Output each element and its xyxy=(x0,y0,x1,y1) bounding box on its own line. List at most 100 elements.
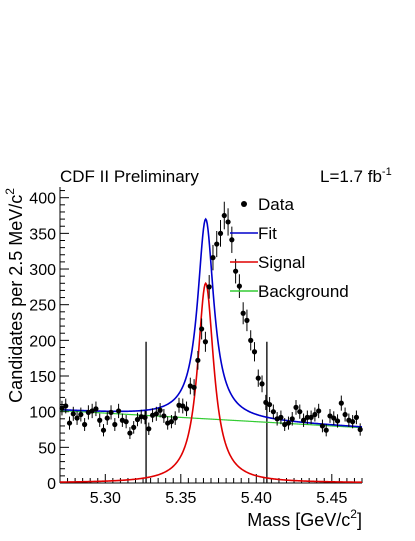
data-point xyxy=(316,403,322,419)
data-point xyxy=(161,409,167,423)
x-tick-label: 5.40 xyxy=(241,490,272,507)
data-marker xyxy=(240,310,246,316)
data-point xyxy=(142,410,148,425)
x-axis-label: Mass [GeV/c2] xyxy=(247,507,362,530)
data-point xyxy=(168,415,175,429)
data-marker xyxy=(108,409,114,415)
x-tick-label: 5.35 xyxy=(165,490,196,507)
data-point xyxy=(172,411,178,425)
data-marker xyxy=(263,399,269,406)
header-left-text: CDF II Preliminary xyxy=(60,167,199,186)
data-marker xyxy=(172,415,178,421)
data-marker xyxy=(244,317,250,323)
data-point xyxy=(157,403,163,418)
data-point xyxy=(297,404,303,419)
data-point xyxy=(244,309,250,332)
data-point xyxy=(289,412,295,426)
data-point xyxy=(327,409,333,423)
data-marker xyxy=(319,423,326,429)
data-marker xyxy=(180,403,186,409)
data-point xyxy=(338,395,344,411)
data-point xyxy=(191,379,197,396)
legend-marker xyxy=(241,201,247,207)
y-tick-label: 200 xyxy=(29,333,56,350)
data-point xyxy=(202,331,209,352)
data-marker xyxy=(131,424,137,430)
axis-ticks: 5.30 5.35 5.40 5.45 0 50 100 150 200 250 300 350 400 xyxy=(29,190,363,507)
data-marker xyxy=(278,414,284,420)
data-marker xyxy=(334,418,341,424)
data-point xyxy=(278,410,284,425)
data-marker xyxy=(168,419,175,425)
data-marker xyxy=(97,417,103,423)
data-marker xyxy=(123,419,129,425)
data-marker xyxy=(112,421,118,428)
data-point xyxy=(236,274,242,298)
data-point xyxy=(93,401,99,417)
y-tick-label: 0 xyxy=(47,476,56,493)
data-point xyxy=(134,412,141,427)
data-marker xyxy=(59,405,65,411)
data-marker xyxy=(100,427,107,433)
data-point xyxy=(127,427,133,440)
signal-window-lines xyxy=(145,341,268,483)
data-marker xyxy=(183,406,190,412)
y-tick-label: 100 xyxy=(29,405,56,422)
data-point xyxy=(263,394,269,410)
data-point xyxy=(300,413,307,427)
data-point xyxy=(266,397,273,413)
data-marker xyxy=(342,411,348,418)
data-point xyxy=(225,208,231,236)
y-tick-label: 300 xyxy=(29,262,56,279)
data-marker xyxy=(206,284,212,290)
data-marker xyxy=(350,419,356,425)
data-marker xyxy=(229,237,235,243)
data-point xyxy=(112,418,118,431)
data-marker xyxy=(74,415,80,421)
data-point xyxy=(123,415,129,429)
data-marker xyxy=(78,411,84,418)
data-marker xyxy=(259,381,265,387)
data-marker xyxy=(127,430,133,436)
data-point xyxy=(63,398,69,414)
data-marker xyxy=(293,404,299,410)
data-marker xyxy=(308,414,314,420)
data-point xyxy=(195,350,201,370)
data-point xyxy=(82,418,88,431)
data-point xyxy=(255,369,261,387)
data-marker xyxy=(289,416,295,422)
y-tick-label: 50 xyxy=(38,440,56,457)
data-point xyxy=(115,403,122,419)
data-point xyxy=(206,275,212,299)
data-marker xyxy=(255,375,261,381)
data-point xyxy=(217,220,224,247)
data-point xyxy=(199,318,205,340)
data-point xyxy=(342,407,348,422)
data-point xyxy=(59,400,65,416)
data-marker xyxy=(214,241,220,247)
data-point xyxy=(312,407,318,422)
data-marker xyxy=(225,219,231,225)
data-point xyxy=(259,375,265,393)
y-tick-label: 250 xyxy=(29,298,56,315)
data-marker xyxy=(236,283,242,289)
data-marker xyxy=(312,411,318,418)
data-point xyxy=(89,403,95,419)
y-axis-label: Candidates per 2.5 MeV/c2 xyxy=(3,188,26,403)
data-marker xyxy=(134,416,141,423)
data-marker xyxy=(104,415,110,421)
data-point xyxy=(183,401,190,417)
data-point xyxy=(210,244,216,271)
data-point xyxy=(248,330,254,351)
data-point xyxy=(233,258,239,284)
data-point xyxy=(353,410,360,425)
data-marker xyxy=(70,411,76,417)
data-marker xyxy=(251,349,258,355)
data-marker xyxy=(146,426,152,432)
legend-label: Background xyxy=(258,282,349,301)
data-point xyxy=(229,226,235,253)
data-point xyxy=(153,406,159,421)
data-marker xyxy=(300,417,307,423)
data-marker xyxy=(304,414,310,420)
